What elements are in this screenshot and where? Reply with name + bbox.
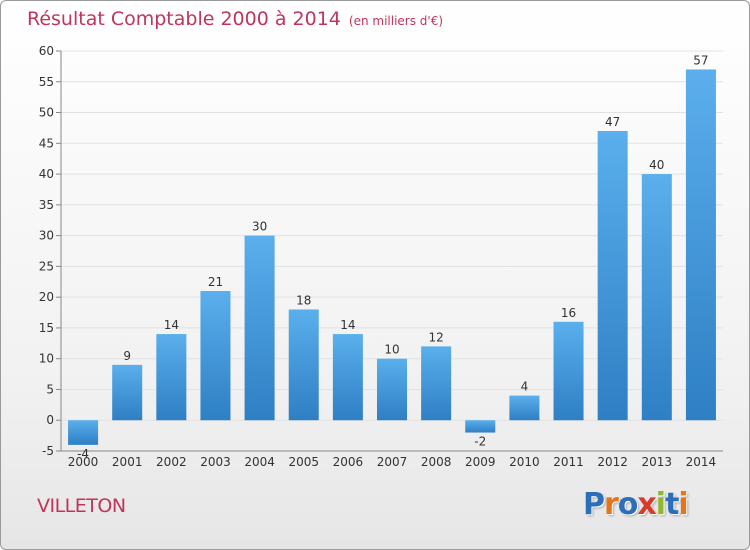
bar bbox=[200, 291, 231, 421]
data-label: 9 bbox=[123, 349, 131, 363]
y-tick-label: 45 bbox=[39, 136, 54, 150]
logo-letter: P bbox=[583, 487, 605, 522]
bar bbox=[553, 321, 584, 421]
data-label: 18 bbox=[296, 293, 311, 307]
x-tick-label: 2005 bbox=[288, 455, 319, 469]
bar bbox=[421, 346, 452, 421]
data-label: 10 bbox=[384, 343, 399, 357]
logo-letter: x bbox=[637, 487, 656, 522]
bar bbox=[465, 420, 496, 433]
logo-letter: i bbox=[655, 487, 666, 522]
bar bbox=[68, 420, 99, 445]
chart-title: Résultat Comptable 2000 à 2014 (en millie… bbox=[27, 8, 443, 30]
data-label: 14 bbox=[340, 318, 355, 332]
data-label: 57 bbox=[693, 53, 708, 67]
x-tick-label: 2002 bbox=[156, 455, 187, 469]
y-tick-label: 35 bbox=[39, 198, 54, 212]
x-tick-label: 2000 bbox=[68, 455, 99, 469]
y-tick-label: 55 bbox=[39, 75, 54, 89]
logo-letter: i bbox=[678, 487, 688, 522]
chart-title-main: Résultat Comptable 2000 à 2014 bbox=[27, 8, 341, 30]
bar bbox=[156, 334, 187, 421]
x-tick-label: 2009 bbox=[465, 455, 496, 469]
data-label: 14 bbox=[164, 318, 179, 332]
y-tick-label: 0 bbox=[46, 413, 54, 427]
x-tick-label: 2014 bbox=[686, 455, 717, 469]
x-tick-label: 2013 bbox=[642, 455, 673, 469]
y-tick-label: 10 bbox=[39, 352, 54, 366]
x-tick-label: 2006 bbox=[333, 455, 364, 469]
data-label: -4 bbox=[77, 447, 89, 461]
data-label: 16 bbox=[561, 306, 576, 320]
chart-title-unit: (en milliers d'€) bbox=[348, 14, 444, 28]
y-tick-label: 60 bbox=[39, 44, 54, 58]
logo-letter: r bbox=[604, 487, 619, 522]
bar bbox=[597, 131, 628, 421]
logo-letter: o bbox=[617, 487, 639, 522]
bar bbox=[244, 235, 275, 421]
bar bbox=[509, 395, 540, 421]
bar bbox=[332, 334, 363, 421]
data-label: 4 bbox=[521, 380, 529, 394]
x-tick-label: 2004 bbox=[244, 455, 275, 469]
bar bbox=[685, 69, 716, 421]
y-tick-label: 40 bbox=[39, 167, 54, 181]
data-label: -2 bbox=[474, 435, 486, 449]
labels: 2000-4 2001 9 2002 14 2003 21 2004 30 2005 18 2006 1… bbox=[68, 53, 716, 469]
x-tick-label: 2007 bbox=[377, 455, 408, 469]
y-tick-label: 30 bbox=[39, 229, 54, 243]
x-tick-label: 2003 bbox=[200, 455, 231, 469]
y-tick-label: 15 bbox=[39, 321, 54, 335]
data-label: 47 bbox=[605, 115, 620, 129]
x-tick-label: 2010 bbox=[509, 455, 540, 469]
data-label: 40 bbox=[649, 158, 664, 172]
data-label: 30 bbox=[252, 220, 267, 234]
bar bbox=[641, 174, 672, 421]
x-tick-label: 2012 bbox=[597, 455, 628, 469]
data-label: 12 bbox=[428, 330, 443, 344]
x-tick-label: 2001 bbox=[112, 455, 143, 469]
y-tick-label: 50 bbox=[39, 106, 54, 120]
bars bbox=[68, 69, 716, 445]
x-tick-label: 2008 bbox=[421, 455, 452, 469]
bar bbox=[376, 358, 408, 421]
y-tick-label: 20 bbox=[39, 290, 54, 304]
proxiti-logo: Proxiti bbox=[583, 487, 689, 522]
y-tick-label: 25 bbox=[39, 259, 54, 273]
logo-letter: t bbox=[665, 487, 679, 522]
x-tick-label: 2011 bbox=[553, 455, 584, 469]
y-tick-label: -5 bbox=[42, 444, 54, 458]
bar bbox=[112, 364, 143, 421]
commune-name: VILLETON bbox=[37, 495, 126, 517]
axes: -5 0 5 10 15 20 25 30 35 40 45 50 55 60 bbox=[39, 44, 723, 458]
bar bbox=[288, 309, 319, 421]
data-label: 21 bbox=[208, 275, 223, 289]
y-tick-label: 5 bbox=[46, 382, 54, 396]
